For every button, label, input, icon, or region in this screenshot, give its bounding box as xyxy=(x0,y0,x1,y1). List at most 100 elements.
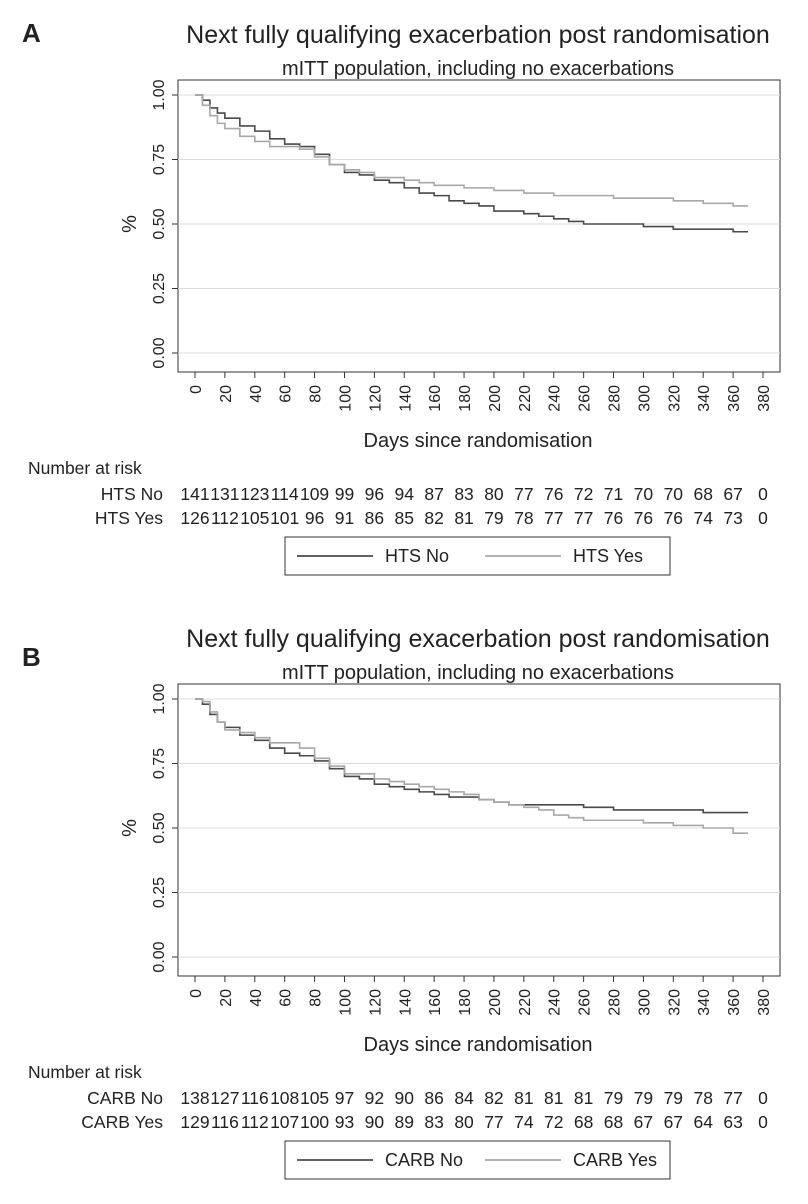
km-curve-series-0 xyxy=(195,94,749,233)
x-tick-label: 120 xyxy=(367,385,384,412)
risk-count: 79 xyxy=(604,1088,623,1108)
risk-count: 0 xyxy=(758,508,768,528)
x-tick-label: 260 xyxy=(577,989,594,1016)
y-tick-label: 1.00 xyxy=(151,79,168,110)
risk-count: 67 xyxy=(723,484,742,504)
risk-count: 81 xyxy=(514,1088,533,1108)
legend-label: CARB No xyxy=(385,1150,463,1170)
risk-count: 74 xyxy=(693,508,713,528)
risk-count: 131 xyxy=(210,484,239,504)
x-tick-label: 240 xyxy=(547,385,564,412)
risk-count: 68 xyxy=(604,1112,623,1132)
risk-count: 71 xyxy=(604,484,623,504)
risk-count: 112 xyxy=(211,508,239,528)
x-tick-label: 80 xyxy=(308,385,325,403)
risk-count: 77 xyxy=(574,508,593,528)
chart-panel-b: Next fully qualifying exacerbation post … xyxy=(28,625,781,1180)
x-tick-label: 200 xyxy=(487,989,504,1016)
risk-count: 90 xyxy=(395,1088,415,1108)
risk-count: 100 xyxy=(300,1112,329,1132)
risk-count: 126 xyxy=(180,508,209,528)
x-tick-label: 160 xyxy=(427,385,444,412)
x-tick-label: 40 xyxy=(248,385,265,403)
risk-count: 68 xyxy=(574,1112,593,1132)
chart-subtitle: mITT population, including no exacerbati… xyxy=(282,662,674,684)
risk-count: 76 xyxy=(544,484,563,504)
km-curve-series-1 xyxy=(195,698,749,834)
risk-count: 129 xyxy=(180,1112,209,1132)
risk-count: 82 xyxy=(484,1088,503,1108)
risk-count: 79 xyxy=(484,508,503,528)
x-tick-label: 0 xyxy=(188,385,205,394)
x-tick-label: 380 xyxy=(756,385,773,412)
risk-row-label: CARB Yes xyxy=(81,1112,163,1132)
risk-count: 81 xyxy=(574,1088,593,1108)
risk-row-label: HTS No xyxy=(101,484,163,504)
panel-a-label: A xyxy=(22,18,41,48)
y-tick-label: 0.75 xyxy=(151,748,168,779)
y-tick-label: 0.25 xyxy=(151,273,168,304)
x-tick-label: 260 xyxy=(577,385,594,412)
km-curve-series-1 xyxy=(195,94,749,207)
x-tick-label: 360 xyxy=(726,385,743,412)
risk-count: 86 xyxy=(365,508,384,528)
risk-count: 64 xyxy=(693,1112,713,1132)
risk-count: 91 xyxy=(335,508,354,528)
risk-count: 116 xyxy=(241,1088,269,1108)
y-tick-label: 0.25 xyxy=(151,877,168,908)
x-tick-label: 20 xyxy=(218,989,235,1007)
risk-count: 105 xyxy=(240,508,269,528)
risk-count: 107 xyxy=(270,1112,299,1132)
risk-count: 78 xyxy=(514,508,533,528)
risk-count: 76 xyxy=(664,508,683,528)
y-tick-label: 0.50 xyxy=(151,812,168,843)
risk-count: 127 xyxy=(210,1088,239,1108)
risk-count: 116 xyxy=(211,1112,239,1132)
risk-count: 78 xyxy=(693,1088,712,1108)
risk-count: 105 xyxy=(300,1088,329,1108)
x-tick-label: 120 xyxy=(367,989,384,1016)
x-tick-label: 280 xyxy=(607,385,624,412)
x-tick-label: 100 xyxy=(337,385,354,412)
x-tick-label: 0 xyxy=(188,989,205,998)
risk-count: 76 xyxy=(604,508,623,528)
risk-count: 138 xyxy=(180,1088,209,1108)
risk-count: 81 xyxy=(454,508,473,528)
risk-count: 84 xyxy=(454,1088,474,1108)
risk-count: 99 xyxy=(335,484,354,504)
x-tick-label: 200 xyxy=(487,385,504,412)
y-tick-label: 0.75 xyxy=(151,144,168,175)
y-tick-label: 1.00 xyxy=(151,683,168,714)
x-tick-label: 280 xyxy=(607,989,624,1016)
risk-row-label: CARB No xyxy=(87,1088,163,1108)
risk-count: 0 xyxy=(758,1112,768,1132)
risk-count: 0 xyxy=(758,1088,768,1108)
x-tick-label: 40 xyxy=(248,989,265,1007)
risk-count: 85 xyxy=(395,508,414,528)
risk-count: 77 xyxy=(514,484,533,504)
x-tick-label: 180 xyxy=(457,989,474,1016)
chart-panel-a: Next fully qualifying exacerbation post … xyxy=(28,21,781,576)
x-tick-label: 380 xyxy=(756,989,773,1016)
risk-count: 74 xyxy=(514,1112,534,1132)
plot-area xyxy=(177,683,781,977)
x-tick-label: 320 xyxy=(666,989,683,1016)
risk-table-header: Number at risk xyxy=(28,458,142,478)
risk-count: 77 xyxy=(723,1088,742,1108)
x-tick-label: 240 xyxy=(547,989,564,1016)
risk-count: 67 xyxy=(634,1112,653,1132)
risk-count: 94 xyxy=(395,484,415,504)
x-tick-label: 60 xyxy=(278,989,295,1007)
risk-count: 77 xyxy=(544,508,563,528)
y-tick-label: 0.00 xyxy=(151,941,168,972)
risk-count: 80 xyxy=(484,484,504,504)
x-axis-label: Days since randomisation xyxy=(364,1034,593,1056)
risk-count: 72 xyxy=(544,1112,563,1132)
risk-count: 93 xyxy=(335,1112,354,1132)
risk-count: 109 xyxy=(300,484,329,504)
plot-area xyxy=(177,79,781,373)
risk-count: 79 xyxy=(634,1088,653,1108)
risk-count: 63 xyxy=(723,1112,742,1132)
risk-count: 83 xyxy=(424,1112,443,1132)
x-tick-label: 340 xyxy=(696,385,713,412)
